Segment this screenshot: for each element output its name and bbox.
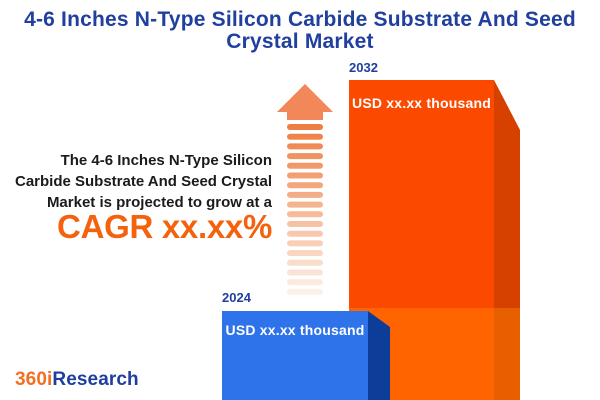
description-line-3: Market is projected to grow at a: [46, 194, 272, 211]
logo-research: Research: [52, 369, 139, 390]
page-title-line-1: 4-6 Inches N-Type Silicon Carbide Substr…: [24, 8, 576, 31]
logo-360i: 360i: [15, 369, 53, 390]
market-description: The 4-6 Inches N-Type Silicon Carbide Su…: [7, 150, 272, 245]
description-line-2: Carbide Substrate And Seed Crystal: [14, 173, 272, 190]
bar-2032-value-label: USD xx.xx thousand: [352, 95, 491, 111]
bar-2024-value-label: USD xx.xx thousand: [225, 322, 365, 338]
bar-2032-side-3d: [494, 80, 520, 400]
page-title: 4-6 Inches N-Type Silicon Carbide Substr…: [0, 9, 600, 53]
cagr-value: CAGR xx.xx%: [57, 208, 272, 245]
brand-logo: 360iResearch: [15, 369, 139, 391]
bar-2024-face: [222, 311, 368, 400]
year-label-2024: 2024: [222, 290, 251, 305]
description-line-1: The 4-6 Inches N-Type Silicon: [60, 152, 272, 169]
bar-2032-face-upper: [349, 80, 494, 308]
bar-2024-side-3d: [368, 311, 390, 400]
growth-arrow-icon: [277, 84, 333, 295]
year-label-2032: 2032: [349, 60, 378, 75]
page-title-line-2: Crystal Market: [226, 30, 374, 53]
